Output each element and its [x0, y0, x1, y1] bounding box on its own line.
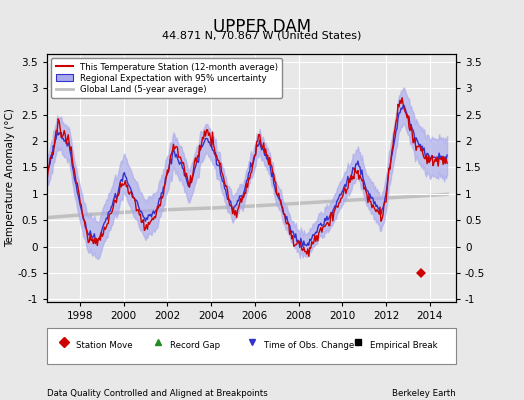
Legend: This Temperature Station (12-month average), Regional Expectation with 95% uncer: This Temperature Station (12-month avera… — [51, 58, 282, 98]
Y-axis label: Temperature Anomaly (°C): Temperature Anomaly (°C) — [5, 108, 15, 248]
FancyBboxPatch shape — [47, 328, 456, 364]
Text: 44.871 N, 70.867 W (United States): 44.871 N, 70.867 W (United States) — [162, 30, 362, 40]
Text: Time of Obs. Change: Time of Obs. Change — [264, 341, 354, 350]
Text: Data Quality Controlled and Aligned at Breakpoints: Data Quality Controlled and Aligned at B… — [47, 389, 268, 398]
Text: Berkeley Earth: Berkeley Earth — [392, 389, 456, 398]
Text: Record Gap: Record Gap — [170, 341, 220, 350]
Text: UPPER DAM: UPPER DAM — [213, 18, 311, 36]
Text: Empirical Break: Empirical Break — [370, 341, 438, 350]
Text: Station Move: Station Move — [76, 341, 133, 350]
